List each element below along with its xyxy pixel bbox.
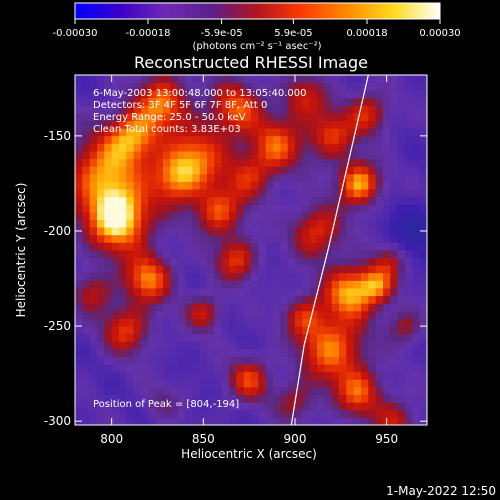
x-axis-label: Heliocentric X (arcsec)	[181, 447, 317, 461]
annotation-time-range: 6-May-2003 13:00:48.000 to 13:05:40.000	[93, 88, 306, 99]
y-tick-label: -250	[44, 319, 71, 333]
x-tick-label: 900	[284, 432, 307, 446]
colorbar-tick-label: 5.9e-05	[274, 28, 312, 39]
colorbar-tick-label: -0.00030	[53, 28, 98, 39]
x-tick-label: 850	[192, 432, 215, 446]
footer-timestamp: 1-May-2022 12:50	[386, 484, 496, 498]
colorbar-ticks: -0.00030 -0.00018 -5.9e-05 5.9e-05 0.00018 0.…	[53, 19, 461, 39]
x-axis-ticks: 800 850 900 950	[100, 75, 398, 446]
annotation-energy-range: Energy Range: 25.0 - 50.0 keV	[93, 112, 246, 123]
solar-limb-curve	[290, 75, 369, 425]
y-tick-label: -200	[44, 224, 71, 238]
colorbar-tick-label: -5.9e-05	[201, 28, 243, 39]
colorbar-gradient	[74, 2, 441, 20]
y-tick-label: -150	[44, 129, 71, 143]
annotation-block: 6-May-2003 13:00:48.000 to 13:05:40.000 …	[93, 88, 306, 410]
annotation-detectors: Detectors: 3F 4F 5F 6F 7F 8F, Att 0	[93, 100, 267, 111]
colorbar-tick-label: -0.00018	[126, 28, 171, 39]
y-tick-label: -300	[44, 414, 71, 428]
heatmap-image	[75, 75, 427, 425]
annotation-peak-position: Position of Peak = [804,-194]	[93, 399, 239, 410]
colorbar-tick-label: 0.00030	[419, 28, 460, 39]
plot-frame	[74, 74, 428, 426]
colorbar: -0.00030 -0.00018 -5.9e-05 5.9e-05 0.00018 0.…	[53, 2, 461, 52]
y-axis-ticks: -150 -200 -250 -300	[44, 129, 427, 428]
colorbar-tick-label: 0.00018	[346, 28, 387, 39]
chart-title: Reconstructed RHESSI Image	[134, 53, 368, 72]
y-axis-label: Heliocentric Y (arcsec)	[14, 183, 28, 318]
x-tick-label: 950	[375, 432, 398, 446]
annotation-clean-counts: Clean Total counts: 3.83E+03	[93, 124, 241, 135]
x-tick-label: 800	[100, 432, 123, 446]
colorbar-units-label: (photons cm⁻² s⁻¹ asec⁻²)	[192, 41, 321, 52]
